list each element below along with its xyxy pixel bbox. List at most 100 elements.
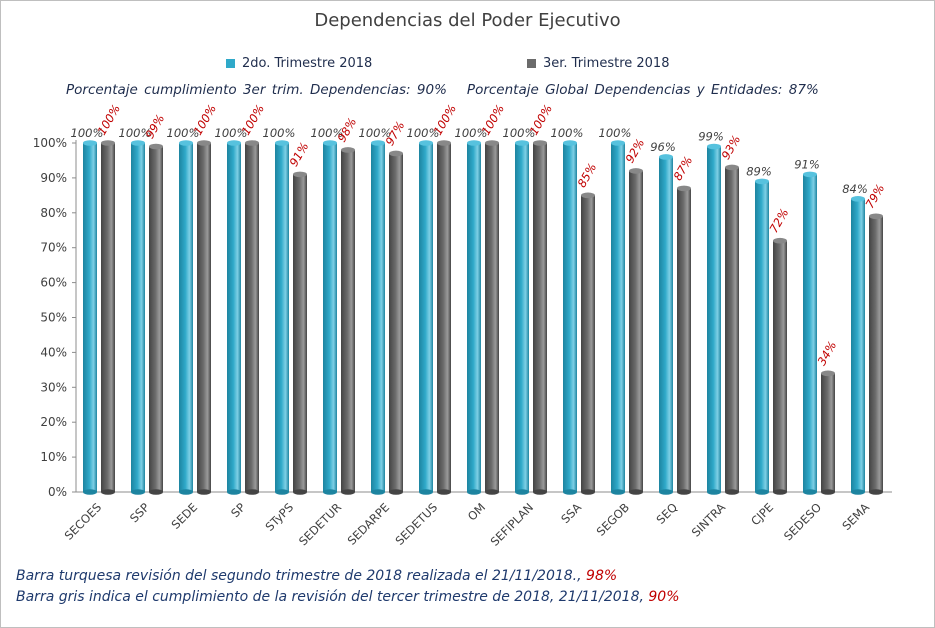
- legend-swatch-turquoise: [226, 59, 235, 68]
- bar-q3: [869, 216, 883, 493]
- bar-q3: [197, 143, 211, 492]
- footnote-turquoise-value: 98%: [586, 568, 618, 584]
- bar-top: [437, 140, 451, 146]
- bar-base: [533, 489, 547, 495]
- data-label-q3: 98%: [334, 115, 359, 144]
- bar-base: [437, 489, 451, 495]
- bar-q3: [821, 373, 835, 492]
- bar-top: [371, 140, 385, 146]
- bar-q2: [419, 143, 433, 492]
- bar-base: [371, 489, 385, 495]
- bar-base: [821, 489, 835, 495]
- bar-base: [725, 489, 739, 495]
- bar-top: [533, 140, 547, 146]
- bar-base: [179, 489, 193, 495]
- data-label-q3: 87%: [670, 154, 695, 183]
- bar-base: [773, 489, 787, 495]
- data-label-q3: 85%: [574, 161, 599, 190]
- bar-base: [419, 489, 433, 495]
- bar-base: [275, 489, 289, 495]
- legend-label-2do-trimestre: 2do. Trimestre 2018: [242, 56, 373, 71]
- footnote-turquoise: Barra turquesa revisión del segundo trim…: [16, 568, 617, 584]
- bar-base: [581, 489, 595, 495]
- bar-top: [629, 168, 643, 174]
- footnote-gray-text: Barra gris indica el cumplimiento de la …: [16, 589, 644, 605]
- y-tick-label: 40%: [40, 345, 67, 359]
- y-tick-label: 80%: [40, 206, 67, 220]
- bar-base: [245, 489, 259, 495]
- bar-q3: [677, 188, 691, 492]
- x-tick-label: SEQ: [654, 500, 681, 527]
- bar-q3: [437, 143, 451, 492]
- x-tick-label: CJPE: [748, 500, 776, 528]
- bar-base: [611, 489, 625, 495]
- bar-q3: [773, 240, 787, 492]
- data-label-q2: 96%: [650, 140, 676, 154]
- x-tick-label: SEDE: [169, 500, 201, 532]
- bar-q2: [131, 143, 145, 492]
- bar-base: [485, 489, 499, 495]
- x-tick-label: SEDETUS: [392, 500, 440, 548]
- bar-top: [341, 147, 355, 153]
- bar-top: [563, 140, 577, 146]
- bar-top: [179, 140, 193, 146]
- bar-q2: [851, 198, 865, 492]
- data-label-q2: 100%: [455, 126, 488, 140]
- bar-q2: [323, 143, 337, 492]
- bar-base: [755, 489, 769, 495]
- bar-q3: [581, 195, 595, 492]
- bar-q2: [707, 146, 721, 493]
- bar-base: [131, 489, 145, 495]
- bar-base: [851, 489, 865, 495]
- bar-top: [293, 171, 307, 178]
- x-tick-label: SECOES: [62, 500, 105, 543]
- bar-top: [83, 140, 97, 146]
- y-tick-label: 20%: [40, 415, 67, 429]
- bar-top: [821, 370, 835, 377]
- bar-top: [197, 140, 211, 146]
- x-tick-label: SEMA: [839, 500, 872, 533]
- bar-q3: [725, 167, 739, 492]
- bar-q2: [803, 174, 817, 492]
- x-tick-label: SEGOB: [594, 500, 633, 539]
- data-label-q2: 100%: [167, 126, 200, 140]
- bar-top: [227, 140, 241, 146]
- bar-q3: [293, 174, 307, 492]
- x-tick-label: SINTRA: [689, 500, 728, 539]
- bar-q2: [179, 143, 193, 492]
- bar-q2: [611, 143, 625, 492]
- y-tick-label: 50%: [40, 311, 67, 325]
- bar-base: [677, 489, 691, 495]
- bar-top: [419, 140, 433, 146]
- bar-top: [725, 164, 739, 171]
- bar-q3: [389, 153, 403, 492]
- bar-top: [581, 192, 595, 199]
- bar-top: [149, 143, 163, 150]
- data-label-q2: 100%: [215, 126, 248, 140]
- data-label-q2: 100%: [551, 126, 584, 140]
- data-label-q2: 100%: [311, 126, 344, 140]
- bar-top: [659, 154, 673, 160]
- bar-q3: [533, 143, 547, 492]
- bar-top: [101, 140, 115, 146]
- bar-base: [389, 489, 403, 495]
- data-label-q2: 100%: [263, 126, 296, 140]
- data-label-q3: 91%: [286, 140, 311, 169]
- x-tick-label: SEDETUR: [296, 500, 344, 548]
- bar-q2: [467, 143, 481, 492]
- bar-base: [83, 489, 97, 495]
- y-tick-label: 0%: [48, 485, 67, 499]
- bar-q3: [101, 143, 115, 492]
- summary-global: Porcentaje Global Dependencias y Entidad…: [466, 82, 819, 98]
- bar-base: [707, 489, 721, 495]
- data-label-q2: 100%: [503, 126, 536, 140]
- x-tick-label: SSA: [558, 500, 584, 526]
- x-tick-label: SEFIPLAN: [488, 500, 537, 549]
- bar-top: [611, 140, 625, 146]
- bar-base: [149, 489, 163, 495]
- bar-base: [563, 489, 577, 495]
- bar-base: [323, 489, 337, 495]
- bar-q2: [659, 156, 673, 492]
- data-label-q2: 84%: [842, 182, 868, 196]
